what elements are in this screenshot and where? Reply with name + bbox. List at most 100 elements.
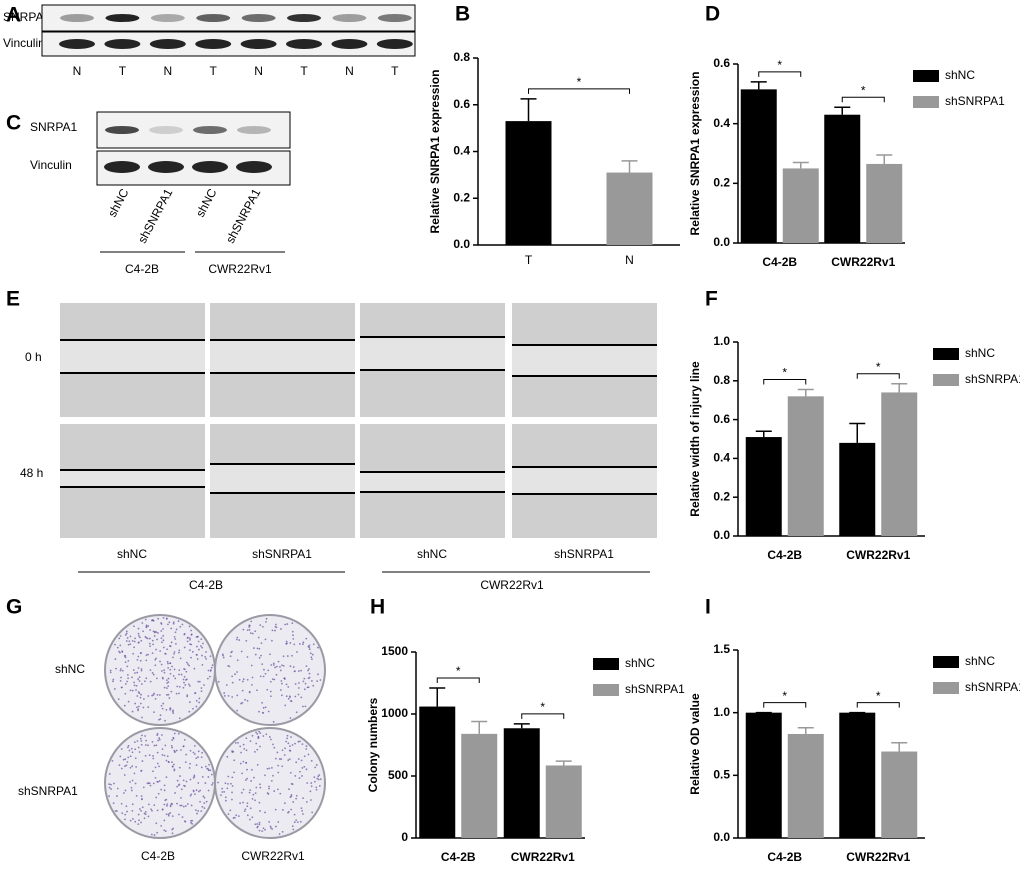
- error-bar: [750, 81, 767, 90]
- colony-dot: [258, 829, 261, 832]
- colony-dot: [264, 638, 267, 641]
- colony-dot: [146, 637, 149, 640]
- colony-dot: [244, 698, 246, 701]
- x-tick-label: C4-2B: [441, 850, 476, 864]
- colony-dot: [235, 638, 238, 641]
- colony-dot: [296, 821, 299, 823]
- colony-dot: [158, 694, 161, 696]
- colony-dot: [249, 807, 252, 810]
- colony-dot: [124, 818, 126, 821]
- colony-dot: [304, 682, 307, 685]
- colony-dot: [137, 746, 140, 749]
- colony-dot: [189, 701, 191, 704]
- colony-dot: [292, 634, 294, 637]
- colony-dot: [188, 625, 191, 628]
- colony-dot: [196, 653, 198, 656]
- colony-dot: [140, 809, 142, 812]
- y-tick-label: 0.6: [713, 412, 730, 426]
- colony-dot: [145, 739, 147, 742]
- colony-dot: [275, 665, 278, 668]
- colony-dot: [184, 820, 187, 823]
- colony-dot: [223, 790, 226, 793]
- colony-dot: [151, 639, 154, 642]
- y-tick-label: 0.4: [453, 144, 470, 158]
- colony-dot: [172, 737, 175, 740]
- colony-dot: [310, 759, 313, 762]
- colony-dot: [140, 652, 142, 654]
- colony-dot: [281, 809, 284, 811]
- colony-dot: [151, 652, 154, 655]
- colony-dot: [245, 762, 248, 764]
- colony-dot: [153, 631, 156, 634]
- colony-dot: [281, 749, 284, 752]
- colony-dot: [309, 790, 312, 793]
- legend-swatch: [933, 656, 959, 668]
- colony-dot: [167, 623, 169, 626]
- x-tick-label: T: [525, 253, 533, 267]
- colony-dot: [243, 810, 246, 812]
- colony-dot: [141, 760, 144, 762]
- colony-dot: [157, 739, 159, 742]
- colony-dot: [248, 624, 251, 627]
- colony-dot: [167, 685, 170, 688]
- colony-dot: [188, 710, 191, 713]
- colony-dot: [231, 681, 234, 684]
- colony-dot: [154, 697, 157, 700]
- colony-dot: [309, 652, 312, 655]
- bar: [866, 163, 903, 243]
- colony-dot: [130, 789, 133, 792]
- colony-dot: [208, 675, 211, 678]
- colony-dot: [272, 774, 274, 777]
- colony-dot: [128, 749, 131, 752]
- colony-dot: [311, 811, 314, 814]
- colony-dot: [303, 765, 306, 768]
- colony-dot: [236, 709, 238, 712]
- colony-dot: [174, 631, 177, 634]
- colony-dot: [272, 662, 275, 665]
- colony-dot: [238, 639, 241, 641]
- y-tick-label: 1.5: [713, 642, 730, 656]
- colony-dot: [144, 735, 146, 737]
- colony-dot: [262, 625, 264, 628]
- colony-dot: [127, 659, 130, 662]
- bar: [740, 89, 777, 243]
- colony-dot: [317, 673, 319, 676]
- colony-dot: [137, 667, 140, 669]
- colony-dot: [134, 782, 137, 785]
- colony-dot: [261, 830, 264, 833]
- colony-dot: [154, 658, 157, 661]
- blot-row-label: Vinculin: [3, 36, 45, 50]
- colony-dot: [184, 761, 187, 764]
- colony-dot: [232, 817, 235, 819]
- colony-dot: [197, 680, 200, 683]
- colony-dot: [129, 689, 132, 692]
- colony-dot: [303, 688, 306, 691]
- colony-dot: [241, 689, 244, 692]
- colony-dot: [165, 798, 168, 801]
- colony-dot: [125, 630, 128, 633]
- colony-dot: [188, 664, 190, 667]
- colony-dot: [286, 734, 289, 737]
- colony-dot: [265, 733, 268, 736]
- colony-dot: [111, 759, 114, 762]
- colony-dot: [175, 643, 177, 645]
- colony-dot: [128, 640, 131, 643]
- colony-dot: [297, 670, 300, 672]
- colony-dot: [254, 823, 257, 826]
- colony-dot: [108, 795, 110, 798]
- colony-dot: [265, 620, 267, 623]
- colony-dot: [244, 808, 247, 811]
- colony-dot: [280, 758, 283, 760]
- colony-dot: [142, 786, 145, 789]
- colony-dot: [310, 656, 313, 659]
- colony-dot: [180, 804, 183, 807]
- colony-dot: [149, 784, 152, 787]
- y-tick-label: 1000: [381, 706, 408, 720]
- colony-dot: [282, 655, 285, 658]
- bar: [461, 733, 498, 838]
- colony-dot: [240, 751, 242, 754]
- colony-dot: [275, 673, 278, 676]
- colony-dot: [268, 767, 271, 770]
- colony-dot: [263, 668, 265, 671]
- colony-dot: [156, 638, 158, 641]
